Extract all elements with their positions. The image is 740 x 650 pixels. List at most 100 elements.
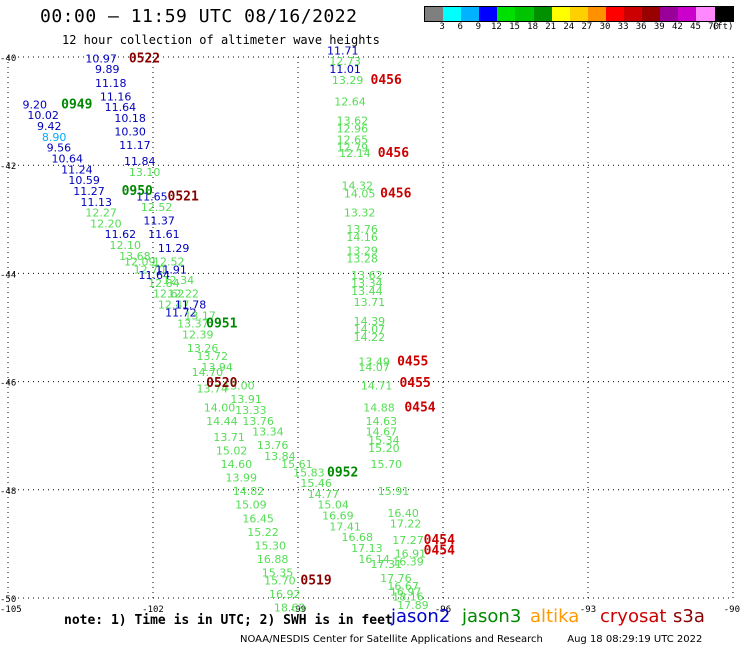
wave-height-label: 10.64	[52, 152, 84, 165]
wave-height-label: 13.28	[346, 253, 378, 266]
wave-height-label: 10.59	[68, 174, 100, 187]
color-tick-label: 70	[708, 22, 720, 32]
color-tick-label: 39	[653, 22, 665, 32]
lat-label: -48	[0, 487, 16, 497]
color-swatch	[515, 7, 534, 21]
wave-height-label: 14.88	[363, 401, 395, 414]
wave-height-label: 13.71	[213, 431, 245, 444]
wave-height-label: 16.40	[387, 507, 419, 520]
wave-height-label: 11.17	[119, 139, 150, 152]
wave-height-label: 17.76	[380, 572, 412, 585]
wave-height-label: 13.99	[226, 472, 258, 485]
wave-height-label: 11.84	[124, 155, 156, 168]
wave-height-label: 15.46	[300, 477, 332, 490]
wave-height-label: 13.76	[346, 223, 378, 236]
wave-height-label: 11.65	[136, 190, 168, 203]
color-swatch	[605, 7, 625, 21]
wave-height-label: 14.67	[366, 426, 398, 439]
color-tick-label: 24	[563, 22, 575, 32]
wave-height-label: 11.13	[81, 196, 113, 209]
lat-label: -50	[0, 595, 16, 605]
wave-height-label: 15.22	[247, 526, 279, 539]
wave-height-label: 14.00	[204, 401, 236, 414]
pass-time-label: 0456	[378, 146, 409, 161]
pass-time-label: 0522	[129, 51, 160, 66]
wave-height-label: 13.10	[129, 166, 161, 179]
pass-time-label: 0519	[300, 573, 331, 588]
color-swatch	[569, 7, 588, 21]
color-swatch	[551, 7, 570, 21]
wave-height-label: 11.78	[175, 299, 207, 312]
wave-height-label: 14.70	[192, 366, 224, 379]
wave-height-label: 12.65	[337, 134, 369, 147]
wave-height-label: 15.09	[235, 499, 267, 512]
wave-height-label: 18.69	[274, 602, 306, 615]
wave-height-label: 12.47	[158, 299, 190, 312]
pass-time-label: 0455	[400, 376, 431, 391]
wave-height-label: 15.20	[368, 442, 400, 455]
wave-height-label: 11.71	[327, 44, 359, 57]
color-tick-label: 45	[690, 22, 701, 32]
color-tick-label: 6	[457, 22, 463, 32]
wave-height-label: 9.56	[47, 142, 72, 155]
wave-height-label: 10.30	[114, 125, 146, 138]
wave-height-label: 12.52	[141, 201, 173, 214]
wave-height-label: 12.34	[163, 274, 195, 287]
lat-label: -42	[0, 162, 16, 172]
wave-height-label: 13.49	[358, 355, 390, 368]
wave-height-label: 17.31	[371, 558, 403, 571]
color-swatch	[479, 7, 498, 21]
wave-height-label: 13.44	[351, 285, 383, 298]
wave-height-label: 17.41	[329, 520, 361, 533]
lon-label: -96	[435, 605, 451, 615]
wave-height-label: 13.71	[354, 296, 386, 309]
color-tick-label: 33	[617, 22, 629, 32]
wave-height-label: 14.16	[346, 231, 378, 244]
wave-height-label: 11.01	[329, 63, 361, 76]
wave-height-label: 12.84	[148, 277, 180, 290]
lat-label: -40	[0, 54, 16, 64]
wave-height-label: 12.70	[134, 263, 166, 276]
wave-height-label: 11.64	[139, 269, 171, 282]
wave-height-label: 13.76	[242, 415, 274, 428]
color-swatch	[714, 7, 733, 21]
lon-label: -90	[724, 605, 740, 615]
wave-height-label: 12.39	[182, 328, 214, 341]
footer-credit: NOAA/NESDIS Center for Satellite Applica…	[240, 634, 702, 645]
wave-height-label: 11.61	[148, 228, 180, 241]
color-tick-label: 36	[635, 22, 647, 32]
wave-height-label: 15.34	[368, 434, 400, 447]
wave-height-label: 13.34	[351, 277, 383, 290]
color-tick-label: 12	[490, 22, 502, 32]
wave-height-label: 13.26	[187, 342, 219, 355]
wave-height-label: 12.20	[90, 217, 122, 230]
color-swatch	[660, 7, 679, 21]
wave-height-label: 17.22	[390, 518, 422, 531]
pass-time-label: 0454	[424, 533, 455, 548]
wave-height-label: 14.39	[354, 315, 386, 328]
wave-height-label: 13.84	[264, 450, 296, 463]
pass-time-label: 0454	[424, 544, 455, 559]
color-swatch	[425, 7, 444, 21]
color-tick-label: 9	[475, 22, 482, 32]
legend-s3a: s3a	[673, 606, 705, 627]
lat-lon-grid	[7, 56, 734, 599]
wave-height-label: 15.70	[371, 458, 403, 471]
wave-height-label: 11.27	[73, 185, 105, 198]
wave-height-label: 14.82	[233, 485, 265, 498]
wave-height-label: 13.32	[344, 207, 376, 220]
color-swatch	[678, 7, 697, 21]
wave-height-label: 12.62	[153, 288, 185, 301]
wave-height-label: 14.22	[354, 331, 386, 344]
color-swatch	[642, 7, 661, 21]
color-tick-label: 18	[527, 22, 539, 32]
pass-time-labels: 0522 0949 0950 0521 0951 0520 0952 0519 0456 0456…	[61, 51, 455, 588]
wave-height-label: 12.27	[85, 207, 117, 220]
wave-height-label: 15.35	[262, 566, 294, 579]
wave-height-label: 16.45	[242, 512, 274, 525]
legend-cryosat: cryosat	[600, 606, 667, 627]
wave-height-label: 14.63	[366, 415, 398, 428]
color-swatch	[443, 7, 462, 21]
credit-timestamp: Aug 18 08:29:19 UTC 2022	[567, 634, 703, 645]
wave-height-label: 11.64	[105, 101, 136, 114]
